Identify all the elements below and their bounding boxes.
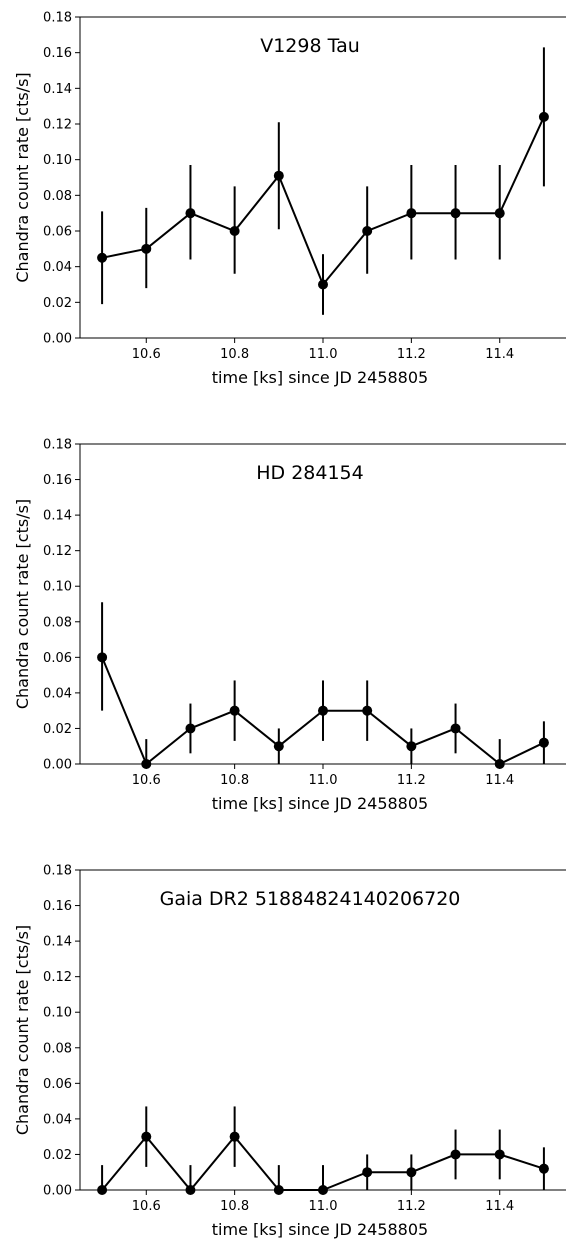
y-tick-label: 0.00 — [43, 1184, 72, 1199]
data-point — [318, 705, 328, 716]
data-point — [406, 741, 417, 752]
data-point — [538, 1163, 549, 1174]
data-point — [141, 759, 152, 769]
data-point — [141, 1131, 152, 1142]
panel-title: HD 284154 — [256, 462, 364, 484]
x-tick-label: 11.0 — [309, 1199, 338, 1214]
x-tick-label: 10.6 — [132, 347, 161, 362]
y-tick-label: 0.06 — [43, 651, 72, 666]
data-point — [450, 723, 461, 734]
data-point — [494, 208, 505, 219]
x-axis-label: time [ks] since JD 2458805 — [212, 794, 428, 813]
y-axis-label: Chandra count rate [cts/s] — [13, 925, 32, 1135]
x-tick-label: 10.6 — [132, 1199, 161, 1214]
panel-title: V1298 Tau — [260, 35, 360, 57]
chart-panel-1: 0.00 0.02 0.04 0.06 0.08 0.10 0.12 0.14 0.16 0.18… — [13, 11, 566, 387]
y-tick-label: 0.18 — [43, 864, 72, 879]
data-point — [494, 759, 505, 769]
x-tick-label: 10.8 — [220, 347, 249, 362]
x-tick-label: 10.8 — [220, 773, 249, 788]
y-tick-label: 0.10 — [43, 153, 72, 168]
data-point — [362, 705, 373, 716]
x-axis-label: time [ks] since JD 2458805 — [212, 1220, 428, 1239]
y-tick-label: 0.12 — [43, 544, 72, 559]
data-point — [97, 252, 108, 263]
data-point — [406, 208, 417, 219]
y-tick-label: 0.02 — [43, 722, 72, 737]
y-tick-label: 0.12 — [43, 118, 72, 133]
data-point — [318, 279, 328, 290]
y-tick-label: 0.02 — [43, 1148, 72, 1163]
y-tick-label: 0.08 — [43, 1041, 72, 1056]
y-tick-label: 0.16 — [43, 46, 72, 61]
y-tick-label: 0.10 — [43, 1006, 72, 1021]
y-tick-label: 0.14 — [43, 935, 72, 950]
y-tick-label: 0.16 — [43, 473, 72, 488]
y-axis-label: Chandra count rate [cts/s] — [13, 499, 32, 709]
x-tick-label: 10.8 — [220, 1199, 249, 1214]
y-tick-label: 0.16 — [43, 899, 72, 914]
data-point — [538, 111, 549, 122]
data-point — [318, 1185, 328, 1195]
data-point — [406, 1167, 417, 1178]
x-tick-label: 11.2 — [397, 347, 426, 362]
y-tick-label: 0.08 — [43, 189, 72, 204]
y-tick-label: 0.08 — [43, 615, 72, 630]
data-point — [362, 1167, 373, 1178]
y-tick-label: 0.06 — [43, 1077, 72, 1092]
y-tick-label: 0.12 — [43, 970, 72, 985]
y-tick-label: 0.00 — [43, 758, 72, 773]
x-tick-label: 11.2 — [397, 773, 426, 788]
data-point — [538, 737, 549, 748]
data-point — [141, 243, 152, 254]
x-tick-label: 11.0 — [309, 347, 338, 362]
data-point — [229, 705, 240, 716]
x-tick-label: 10.6 — [132, 773, 161, 788]
data-point — [273, 1185, 284, 1195]
chart-panel-2: 0.00 0.02 0.04 0.06 0.08 0.10 0.12 0.14 0.16 0.18… — [13, 438, 566, 813]
y-tick-label: 0.18 — [43, 438, 72, 453]
data-point — [494, 1149, 505, 1160]
data-point — [229, 1131, 240, 1142]
y-tick-label: 0.10 — [43, 580, 72, 595]
data-point — [362, 226, 373, 236]
x-tick-label: 11.4 — [485, 1199, 514, 1214]
panel-title: Gaia DR2 51884824140206720 — [160, 888, 461, 910]
y-tick-label: 0.04 — [43, 260, 72, 275]
x-tick-label: 11.0 — [309, 773, 338, 788]
y-tick-label: 0.04 — [43, 1112, 72, 1127]
y-axis-label: Chandra count rate [cts/s] — [13, 72, 32, 282]
data-point — [450, 208, 461, 219]
data-point — [450, 1149, 461, 1160]
y-tick-label: 0.00 — [43, 332, 72, 347]
y-tick-label: 0.18 — [43, 11, 72, 26]
data-point — [273, 170, 284, 181]
data-point — [97, 1185, 108, 1195]
y-tick-label: 0.14 — [43, 509, 72, 524]
chart-panel-3: 0.00 0.02 0.04 0.06 0.08 0.10 0.12 0.14 0.16 0.18… — [13, 864, 566, 1239]
x-tick-label: 11.4 — [485, 773, 514, 788]
y-tick-label: 0.04 — [43, 686, 72, 701]
x-axis-label: time [ks] since JD 2458805 — [212, 368, 428, 387]
data-point — [185, 1185, 196, 1195]
y-tick-label: 0.14 — [43, 82, 72, 97]
x-tick-label: 11.4 — [485, 347, 514, 362]
data-point — [273, 741, 284, 752]
y-tick-label: 0.06 — [43, 225, 72, 240]
data-point — [185, 208, 196, 219]
data-point — [97, 652, 108, 663]
x-tick-label: 11.2 — [397, 1199, 426, 1214]
data-point — [185, 723, 196, 734]
data-point — [229, 226, 240, 236]
y-tick-label: 0.02 — [43, 296, 72, 311]
